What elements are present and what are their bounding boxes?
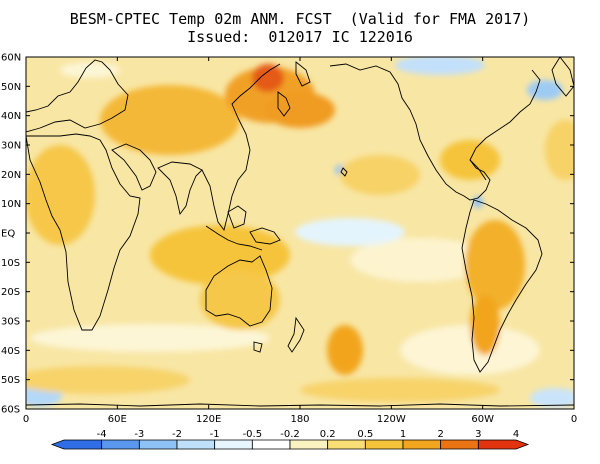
coastline-new-zealand bbox=[287, 316, 305, 353]
lat-label: 40S bbox=[1, 346, 20, 357]
lon-label: 60W bbox=[471, 414, 494, 425]
anomaly-patch bbox=[400, 325, 540, 375]
coastline-indonesia bbox=[205, 225, 263, 251]
colorbar-swatch bbox=[101, 439, 140, 450]
colorbar-swatch bbox=[214, 439, 253, 450]
coastline-arabia bbox=[111, 143, 157, 191]
coastline-africa bbox=[26, 133, 141, 331]
anomaly-patch bbox=[530, 388, 574, 408]
colorbar: -4 -3 -2 -1 -0.5 -0.2 0.2 0.5 1 2 3 4 bbox=[50, 429, 530, 450]
coastlines bbox=[26, 57, 574, 407]
colorbar-label: -1 bbox=[210, 429, 220, 440]
colorbar-label: 3 bbox=[475, 429, 481, 440]
lat-label: 10N bbox=[1, 199, 21, 210]
anomaly-field bbox=[26, 57, 574, 408]
anomaly-patch bbox=[300, 378, 500, 402]
lon-label: 120W bbox=[377, 414, 406, 425]
lon-label: 180 bbox=[290, 414, 309, 425]
lon-label: 0 bbox=[571, 414, 577, 425]
lat-label: 60N bbox=[1, 53, 21, 64]
coastline-east-asia bbox=[201, 63, 281, 232]
lat-label: 30N bbox=[1, 141, 21, 152]
anomaly-patch bbox=[265, 92, 335, 128]
lon-label: 0 bbox=[23, 414, 29, 425]
lat-label: 50S bbox=[1, 375, 20, 386]
lat-label: 40N bbox=[1, 111, 21, 122]
coastline-antarctica bbox=[26, 403, 574, 407]
anomaly-patch bbox=[60, 62, 120, 78]
coastline-south-america bbox=[461, 199, 543, 373]
anomaly-patch bbox=[470, 295, 500, 355]
chart-title: BESM-CPTEC Temp 02m ANM. FCST (Valid for… bbox=[69, 10, 531, 28]
latitude-axis: 60N 50N 40N 30N 20N 10N EQ 10S 20S 30S 40S 50S 60S bbox=[1, 53, 574, 416]
coastline-gulf bbox=[469, 159, 487, 181]
colorbar-label: 1 bbox=[400, 429, 406, 440]
colorbar-label: -4 bbox=[97, 429, 107, 440]
coastline-north-america bbox=[329, 63, 541, 201]
coastline-new-guinea bbox=[249, 227, 281, 245]
anomaly-patch bbox=[100, 85, 240, 155]
colorbar-swatch bbox=[477, 439, 530, 450]
colorbar-swatch bbox=[289, 439, 329, 450]
colorbar-swatch bbox=[176, 439, 216, 450]
anomaly-patch bbox=[327, 325, 363, 375]
coastline-australia bbox=[205, 255, 273, 327]
anomaly-patch bbox=[26, 366, 190, 394]
lat-label: 50N bbox=[1, 82, 21, 93]
colorbar-label: -0.2 bbox=[280, 429, 300, 440]
lon-label: 120E bbox=[196, 414, 221, 425]
colorbar-swatch bbox=[50, 439, 103, 450]
lat-label: EQ bbox=[1, 229, 15, 240]
lat-label: 60S bbox=[1, 405, 20, 416]
chart-subtitle: Issued: 012017 IC 122016 bbox=[187, 28, 413, 46]
lat-label: 10S bbox=[1, 258, 20, 269]
colorbar-swatch bbox=[402, 439, 442, 450]
anomaly-patch bbox=[465, 220, 525, 310]
anomaly-patch bbox=[252, 64, 284, 92]
colorbar-swatch bbox=[327, 439, 366, 450]
anomaly-patch bbox=[295, 218, 405, 246]
coastline-europe bbox=[26, 59, 129, 133]
longitude-axis: 0 60E 120E 180 120W 60W 0 bbox=[23, 57, 577, 425]
lat-label: 20S bbox=[1, 287, 20, 298]
coastline-india bbox=[157, 161, 203, 216]
colorbar-swatch bbox=[138, 439, 178, 450]
anomaly-patch bbox=[26, 145, 95, 245]
anomaly-patch bbox=[340, 155, 420, 195]
anomaly-patch bbox=[527, 80, 563, 100]
lat-label: 20N bbox=[1, 170, 21, 181]
anomaly-patch bbox=[350, 238, 490, 282]
coastline-japan bbox=[277, 91, 291, 117]
anomaly-patch bbox=[30, 324, 270, 352]
lon-label: 60E bbox=[108, 414, 127, 425]
anomaly-patch bbox=[545, 120, 574, 180]
anomaly-patch bbox=[395, 57, 485, 75]
coastline-tasmania bbox=[253, 341, 263, 353]
colorbar-label: 4 bbox=[513, 429, 519, 440]
colorbar-label: -3 bbox=[134, 429, 144, 440]
coastline-kamchatka bbox=[295, 61, 311, 87]
lat-label: 30S bbox=[1, 317, 20, 328]
coastline-greenland bbox=[551, 57, 574, 97]
colorbar-label: 0.5 bbox=[357, 429, 373, 440]
colorbar-swatch bbox=[364, 439, 404, 450]
colorbar-label: -0.5 bbox=[243, 429, 263, 440]
colorbar-label: 2 bbox=[437, 429, 443, 440]
colorbar-swatch bbox=[251, 439, 291, 450]
coastline-hawaii bbox=[340, 167, 348, 177]
colorbar-label: -2 bbox=[172, 429, 182, 440]
coastline-borneo bbox=[227, 205, 247, 229]
colorbar-swatch bbox=[440, 439, 479, 450]
colorbar-label: 0.2 bbox=[320, 429, 336, 440]
